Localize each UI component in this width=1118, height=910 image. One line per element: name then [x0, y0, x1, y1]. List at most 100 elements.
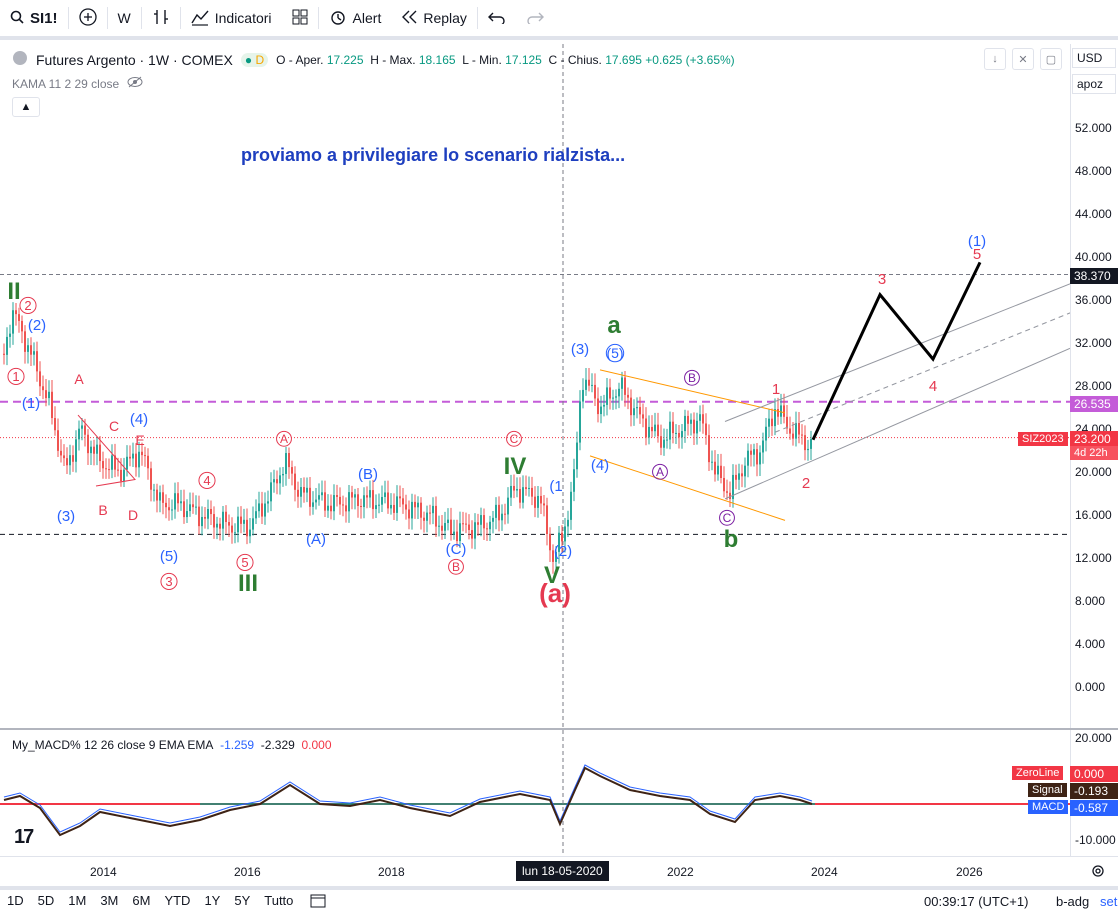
macd-legend[interactable]: My_MACD% 12 26 close 9 EMA EMA -1.259 -2… — [12, 738, 332, 752]
candle-body — [351, 492, 353, 498]
settings-link[interactable]: set — [1100, 894, 1118, 909]
candle-body — [702, 414, 704, 424]
wave-label-circle-C: C — [510, 432, 519, 446]
collapse-pane-button[interactable]: ✕ — [1012, 48, 1034, 70]
candle-body — [585, 379, 587, 390]
adjust-button[interactable]: b-adg — [1056, 894, 1090, 909]
wave-label-circle-4: 4 — [203, 473, 210, 488]
divider — [317, 7, 319, 29]
interval-label: W — [117, 10, 131, 26]
interval-button[interactable]: W — [108, 0, 141, 38]
candle-body — [321, 492, 323, 496]
price-tick: 4.000 — [1075, 637, 1106, 651]
candle-body — [228, 522, 230, 526]
tradingview-logo[interactable]: 17 — [14, 826, 34, 848]
search-icon — [10, 10, 24, 27]
price-tick: 48.000 — [1075, 164, 1112, 178]
time-scale[interactable]: 2014 2016 2018 2022 2024 2026 lun 18-05-… — [0, 856, 1118, 886]
collapse-legend-button[interactable]: ▲ — [12, 97, 40, 117]
candle-body — [489, 521, 491, 530]
high-value: 18.165 — [418, 52, 456, 67]
range-button-1m[interactable]: 1M — [68, 892, 87, 908]
currency-select[interactable]: USD — [1072, 48, 1116, 68]
range-button-5d[interactable]: 5D — [37, 892, 55, 908]
candle-body — [210, 508, 212, 515]
layouts-button[interactable] — [282, 0, 318, 38]
price-tick: 44.000 — [1075, 207, 1112, 221]
candle-body — [777, 409, 779, 417]
candle-body — [174, 493, 176, 510]
range-button-1y[interactable]: 1Y — [204, 892, 221, 908]
candle-body — [678, 432, 680, 438]
move-down-button[interactable]: ↓ — [984, 48, 1006, 70]
candle-body — [216, 523, 218, 528]
range-button-ytd[interactable]: YTD — [164, 892, 191, 908]
clock-timezone[interactable]: 00:39:17 (UTC+1) — [924, 894, 1029, 909]
price-chart[interactable]: II2(2)1(1)A(4)CE4(3) B D(5)35IIIA(B)(A)(C)… — [0, 44, 1071, 728]
candle-body — [249, 529, 251, 537]
wave-label-4: 4 — [929, 378, 937, 395]
candle-body — [723, 477, 725, 492]
range-button-3m[interactable]: 3M — [100, 892, 119, 908]
candle-body — [15, 310, 17, 315]
replay-button[interactable]: Replay — [391, 0, 477, 38]
candle-body — [195, 506, 197, 508]
undo-button[interactable] — [478, 0, 516, 38]
pane-separator[interactable] — [0, 728, 1118, 730]
legend-title[interactable]: Futures Argento · 1W · COMEX — [36, 51, 233, 68]
alert-button[interactable]: Alert — [319, 0, 392, 38]
macd-line — [3, 764, 813, 833]
wave-label-circle-4-circle — [198, 471, 216, 490]
redo-button[interactable] — [516, 0, 554, 38]
candle-body — [315, 499, 317, 503]
candle-body — [6, 336, 8, 355]
wave-label-B: B — [98, 502, 107, 518]
candle-body — [429, 512, 431, 514]
wave-label-circle-B: B — [452, 560, 460, 574]
candle-body — [387, 492, 389, 509]
candle-body — [699, 414, 701, 421]
maximize-pane-button[interactable]: ▢ — [1040, 48, 1062, 70]
candle-body — [369, 490, 371, 498]
macd-pane[interactable] — [0, 730, 1070, 856]
compare-button[interactable] — [69, 0, 107, 38]
zeroline-value: 0.000 — [1070, 766, 1118, 782]
kama-label[interactable]: KAMA 11 2 29 close — [12, 76, 120, 91]
calendar-icon[interactable] — [310, 892, 326, 910]
macd-chart[interactable] — [0, 730, 1070, 856]
range-button-1d[interactable]: 1D — [7, 892, 24, 908]
redo-icon — [526, 10, 544, 27]
candle-body — [753, 449, 755, 455]
chart-type-button[interactable] — [142, 0, 180, 38]
range-button-6m[interactable]: 6M — [132, 892, 151, 908]
candle-body — [804, 435, 806, 451]
wave-label-a-paren: (a) — [539, 578, 571, 608]
macd-tick-top: 20.000 — [1075, 731, 1112, 745]
range-button-5y[interactable]: 5Y — [234, 892, 251, 908]
candle-body — [612, 397, 614, 399]
settings-gear-icon[interactable] — [1090, 863, 1106, 882]
hidden-eye-icon[interactable] — [127, 76, 143, 91]
candle-body — [477, 522, 479, 525]
symbol-search[interactable]: SI1! — [0, 0, 68, 38]
chart-note[interactable]: proviamo a privilegiare lo scenario rial… — [241, 145, 626, 165]
candle-body — [582, 389, 584, 402]
candle-body — [486, 528, 488, 530]
candle-body — [306, 487, 308, 493]
indicators-button[interactable]: Indicatori — [181, 0, 282, 38]
candle-body — [447, 519, 449, 523]
candle-body — [30, 345, 32, 355]
range-button-tutto[interactable]: Tutto — [264, 892, 294, 908]
candle-body — [297, 489, 299, 497]
wave-label-circle-A: A — [280, 432, 288, 446]
wave-label-paren-C: (C) — [446, 541, 467, 558]
candle-body — [345, 505, 347, 512]
main-chart-pane[interactable]: II 2 (2) 1 (1) A (4) C E 4 (3) B D (5) 3 5 III A (B) (A) (C)… — [0, 44, 1071, 728]
unit-select[interactable]: apoz — [1072, 74, 1116, 94]
candle-body — [627, 394, 629, 398]
candle-body — [423, 517, 425, 521]
wave-label-paren-5b: (5) — [606, 345, 623, 361]
macd-label: MACD — [1028, 800, 1069, 814]
candle-body — [543, 503, 545, 506]
candle-body — [591, 384, 593, 386]
